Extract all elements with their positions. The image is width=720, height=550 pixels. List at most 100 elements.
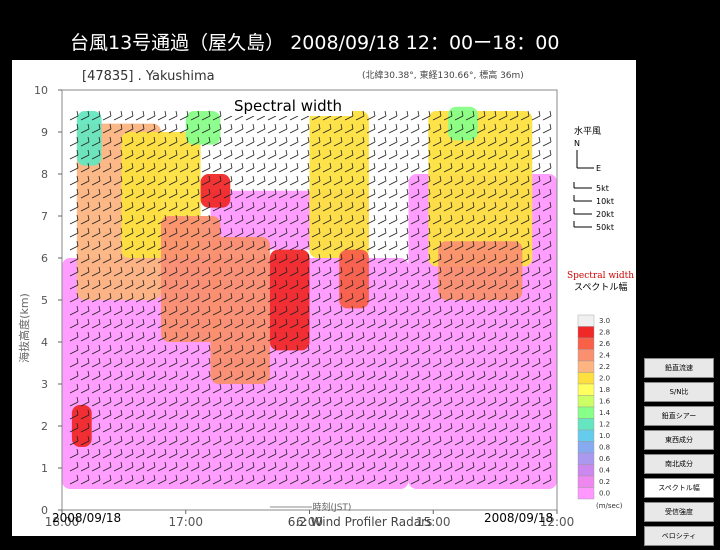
side-button-5[interactable]: スペクトル幅	[644, 478, 714, 498]
wind-barb	[454, 344, 464, 355]
wind-barb	[454, 227, 464, 238]
wind-barb	[69, 149, 79, 160]
wind-barb	[157, 214, 167, 225]
wind-barb	[256, 474, 266, 485]
side-button-4[interactable]: 南北成分	[644, 454, 714, 474]
y-tick-label: 3	[41, 378, 48, 391]
wind-barb	[168, 227, 178, 238]
wind-barb	[113, 201, 123, 212]
wind-barb	[124, 370, 134, 381]
wind-barb	[234, 435, 244, 446]
wind-barb	[498, 318, 508, 329]
wind-barb	[421, 136, 431, 147]
side-button-7[interactable]: ベロシティ	[644, 526, 714, 546]
wind-barb	[135, 123, 145, 134]
wind-barb	[69, 344, 79, 355]
wind-barb	[476, 214, 486, 225]
wind-barb	[333, 136, 343, 147]
wind-barb	[80, 318, 90, 329]
wind-barb	[487, 266, 497, 277]
colorbar-level-label: 3.0	[599, 317, 610, 325]
side-button-0[interactable]: 鉛直流速	[644, 358, 714, 378]
wind-barb	[135, 253, 145, 264]
wind-barb	[432, 344, 442, 355]
wind-barb	[289, 201, 299, 212]
colorbar-level-label: 1.6	[599, 398, 611, 406]
side-button-2[interactable]: 鉛直シアー	[644, 406, 714, 426]
wind-barb	[344, 123, 354, 134]
wind-barb	[168, 214, 178, 225]
wind-barb	[344, 136, 354, 147]
wind-barb	[267, 318, 277, 329]
wind-barb	[344, 188, 354, 199]
wind-barb	[487, 227, 497, 238]
wind-barb	[498, 409, 508, 420]
wind-barb	[135, 214, 145, 225]
wind-barb	[465, 461, 475, 472]
wind-barb	[377, 201, 387, 212]
wind-barb	[278, 136, 288, 147]
wind-barb	[388, 214, 398, 225]
wind-barb	[322, 331, 332, 342]
wind-barb	[80, 292, 90, 303]
wind-barb	[157, 240, 167, 251]
wind-barb	[465, 136, 475, 147]
wind-barb	[212, 318, 222, 329]
wind-barb	[465, 318, 475, 329]
wind-barb	[179, 370, 189, 381]
wind-barb	[454, 409, 464, 420]
wind-barb	[91, 435, 101, 446]
colorbar-cell	[577, 349, 595, 362]
wind-barb	[520, 331, 530, 342]
side-button-1[interactable]: S/N比	[644, 382, 714, 402]
wind-barb	[212, 240, 222, 251]
wind-barb	[421, 214, 431, 225]
wind-barb	[234, 396, 244, 407]
wind-barb	[146, 331, 156, 342]
wind-barb	[377, 318, 387, 329]
colorbar-cell	[577, 314, 595, 327]
wind-barb	[531, 370, 541, 381]
wind-barb	[300, 383, 310, 394]
wind-barb	[520, 162, 530, 173]
wind-barb	[377, 136, 387, 147]
wind-barb	[278, 422, 288, 433]
wind-barb	[366, 292, 376, 303]
wind-barb	[91, 149, 101, 160]
wind-barb	[80, 162, 90, 173]
wind-barb	[333, 201, 343, 212]
wind-barb	[91, 474, 101, 485]
wind-barb	[311, 305, 321, 316]
wind-barb	[509, 305, 519, 316]
colorbar-cell	[577, 475, 595, 488]
wind-barb	[333, 435, 343, 446]
wind-barb	[531, 331, 541, 342]
wind-barb	[377, 331, 387, 342]
wind-barb	[487, 253, 497, 264]
wind-barb	[69, 461, 79, 472]
wind-barb	[69, 409, 79, 420]
wind-barb	[69, 240, 79, 251]
wind-barb	[300, 370, 310, 381]
wind-barb	[542, 409, 552, 420]
wind-barb	[267, 162, 277, 173]
wind-barb	[388, 461, 398, 472]
colorbar-level-label: 1.4	[599, 409, 611, 417]
wind-barb	[498, 201, 508, 212]
side-button-3[interactable]: 東西成分	[644, 430, 714, 450]
wind-barb	[344, 162, 354, 173]
wind-barb	[212, 357, 222, 368]
wind-barb	[234, 409, 244, 420]
side-button-6[interactable]: 受信強度	[644, 502, 714, 522]
wind-barb	[179, 357, 189, 368]
colorbar-cell	[577, 441, 595, 454]
wind-barb	[421, 149, 431, 160]
wind-barb	[531, 201, 541, 212]
wind-barb	[179, 201, 189, 212]
wind-barb	[355, 422, 365, 433]
colorbar-label-en: Spectral width	[567, 271, 634, 281]
wind-barb	[377, 110, 387, 121]
wind-legend-label: 10kt	[596, 197, 614, 206]
wind-barb	[245, 253, 255, 264]
wind-barb	[432, 279, 442, 290]
